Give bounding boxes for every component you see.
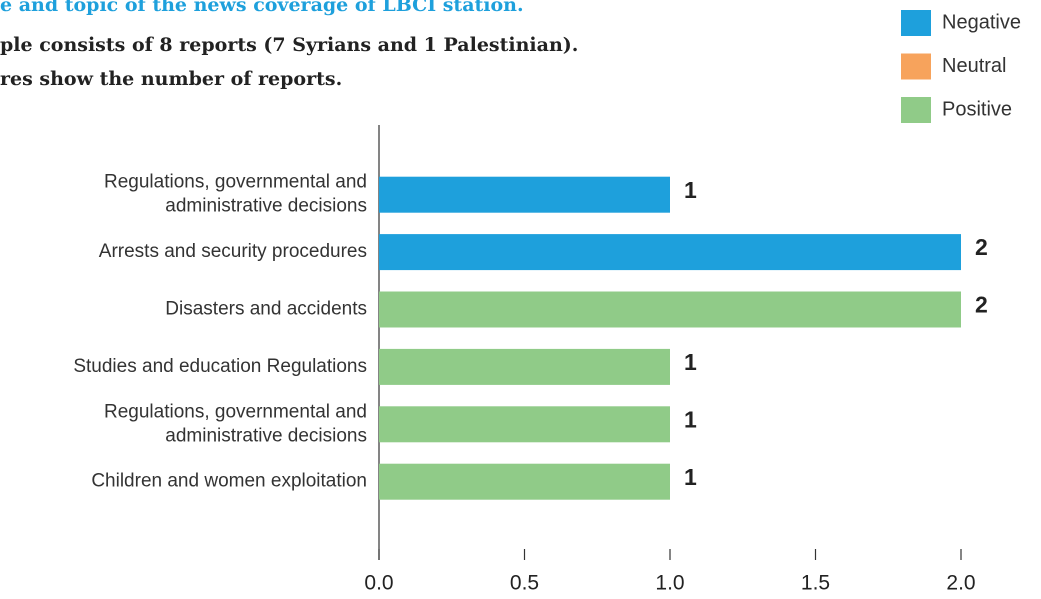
y-tick-label: Regulations, governmental and administrat… [104, 172, 367, 217]
legend-swatch [901, 97, 931, 123]
value-label: 1 [684, 464, 697, 490]
bar [379, 176, 670, 213]
value-label: 1 [684, 406, 697, 432]
y-tick-label: Arrests and security procedures [99, 241, 367, 262]
legend-swatch [901, 10, 931, 36]
x-tick-label: 2.0 [946, 572, 975, 595]
bar [379, 234, 961, 271]
legend-label: Positive [942, 98, 1012, 120]
x-tick-label: 0.0 [364, 572, 393, 595]
chart-title: e and topic of the news coverage of LBCI… [0, 0, 524, 16]
x-tick-label: 1.5 [801, 572, 830, 595]
x-tick-label: 1.0 [655, 572, 684, 595]
value-label: 2 [975, 292, 988, 318]
y-tick-label: Children and women exploitation [91, 471, 367, 492]
y-tick-label: Regulations, governmental and administrat… [104, 401, 367, 446]
y-tick-label: Disasters and accidents [165, 299, 367, 320]
bar [379, 406, 670, 443]
legend-label: Negative [942, 11, 1021, 33]
bar [379, 348, 670, 385]
value-label: 1 [684, 177, 697, 203]
value-label: 1 [684, 349, 697, 375]
legend-swatch [901, 53, 931, 80]
x-tick-label: 0.5 [510, 572, 539, 595]
bar [379, 291, 961, 328]
bar [379, 463, 670, 500]
chart-subtitle: res show the number of reports. [0, 68, 342, 90]
legend-label: Neutral [942, 55, 1006, 77]
chart-subtitle: ple consists of 8 reports (7 Syrians and… [0, 34, 578, 56]
y-tick-label: Studies and education Regulations [73, 356, 367, 377]
value-label: 2 [975, 234, 988, 260]
